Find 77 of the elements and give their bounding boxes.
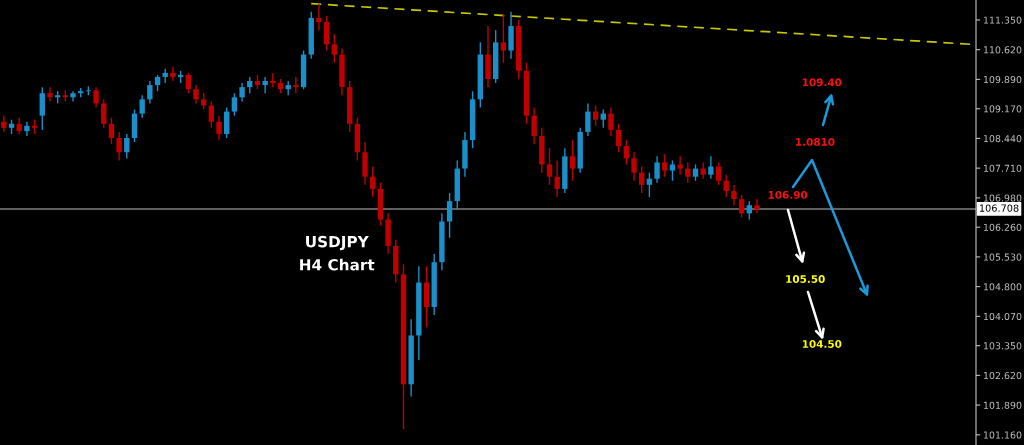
y-tick-label: 104.070: [983, 312, 1022, 321]
candlestick: [185, 72, 191, 94]
candlestick: [323, 15, 330, 52]
candlestick: [101, 98, 107, 129]
candlestick: [370, 165, 376, 198]
candlestick: [47, 86, 53, 103]
candlestick: [108, 116, 115, 145]
y-tick-label: 106.980: [983, 194, 1022, 202]
candlestick: [600, 108, 606, 129]
candlestick: [646, 171, 653, 198]
candlestick: [685, 161, 691, 184]
candlestick: [654, 155, 660, 184]
candlestick: [93, 86, 99, 109]
candlestick: [754, 198, 760, 215]
candlestick: [231, 92, 238, 117]
candlestick: [500, 13, 507, 64]
y-tick-label: 107.710: [983, 164, 1022, 172]
ref-line-label: 106.708: [980, 204, 1019, 212]
candlestick: [585, 102, 591, 137]
candlestick: [639, 165, 645, 194]
candlestick: [193, 84, 199, 105]
candlestick: [608, 106, 614, 137]
candlestick: [592, 104, 599, 127]
candlestick: [623, 139, 630, 166]
annotation: 104.50: [802, 340, 842, 348]
candlestick: [239, 82, 245, 103]
candlestick: [262, 76, 268, 94]
candlestick: [631, 151, 637, 182]
annotation: 106.90: [768, 190, 808, 199]
candlestick: [139, 94, 145, 119]
candlestick: [116, 131, 122, 162]
annotation: H4 Chart: [300, 258, 375, 271]
candlestick: [662, 153, 668, 178]
y-tick-label: 104.800: [983, 283, 1022, 291]
candlestick: [270, 72, 276, 88]
candlestick: [285, 80, 291, 96]
y-tick-label: 109.890: [983, 75, 1022, 84]
candlestick: [170, 66, 176, 82]
y-tick-label: 109.170: [983, 105, 1022, 113]
candlestick: [746, 200, 752, 221]
annotation: USDJPY: [306, 235, 369, 251]
y-tick-label: 103.350: [983, 342, 1022, 350]
candlestick: [554, 159, 560, 198]
candlestick: [708, 155, 714, 180]
y-tick-label: 102.620: [983, 371, 1022, 380]
candlestick: [731, 184, 737, 206]
candlestick: [700, 161, 706, 180]
annotation: 105.50: [786, 275, 825, 283]
candlestick: [738, 194, 745, 219]
candlestick: [677, 155, 683, 176]
candlestick: [216, 114, 222, 141]
candlestick: [147, 80, 153, 105]
candlestick: [446, 192, 453, 239]
annotation: 1.0810: [796, 137, 835, 146]
y-tick-label: 101.890: [983, 401, 1022, 409]
candlestick: [723, 173, 729, 198]
candlestick: [24, 121, 30, 137]
candlestick: [208, 100, 215, 129]
candlestick: [316, 2, 322, 31]
y-tick-label: 105.530: [983, 253, 1022, 261]
y-tick-label: 106.260: [983, 223, 1022, 231]
candlestick: [715, 161, 722, 186]
candlestick: [331, 33, 337, 64]
candlestick: [569, 139, 576, 182]
y-tick-label: 108.440: [983, 135, 1022, 143]
y-tick-label: 101.160: [983, 431, 1022, 439]
candlestick: [39, 86, 45, 131]
candlestick: [531, 106, 537, 145]
candlestick: [293, 76, 299, 94]
candlestick: [615, 123, 622, 153]
candlestick: [546, 147, 553, 186]
y-tick-label: 110.620: [983, 46, 1022, 54]
candlestick: [669, 159, 676, 182]
annotation: 109.40: [802, 78, 842, 87]
candlestick: [124, 133, 130, 160]
candlestick: [224, 106, 230, 139]
y-tick-label: 111.350: [983, 16, 1022, 24]
